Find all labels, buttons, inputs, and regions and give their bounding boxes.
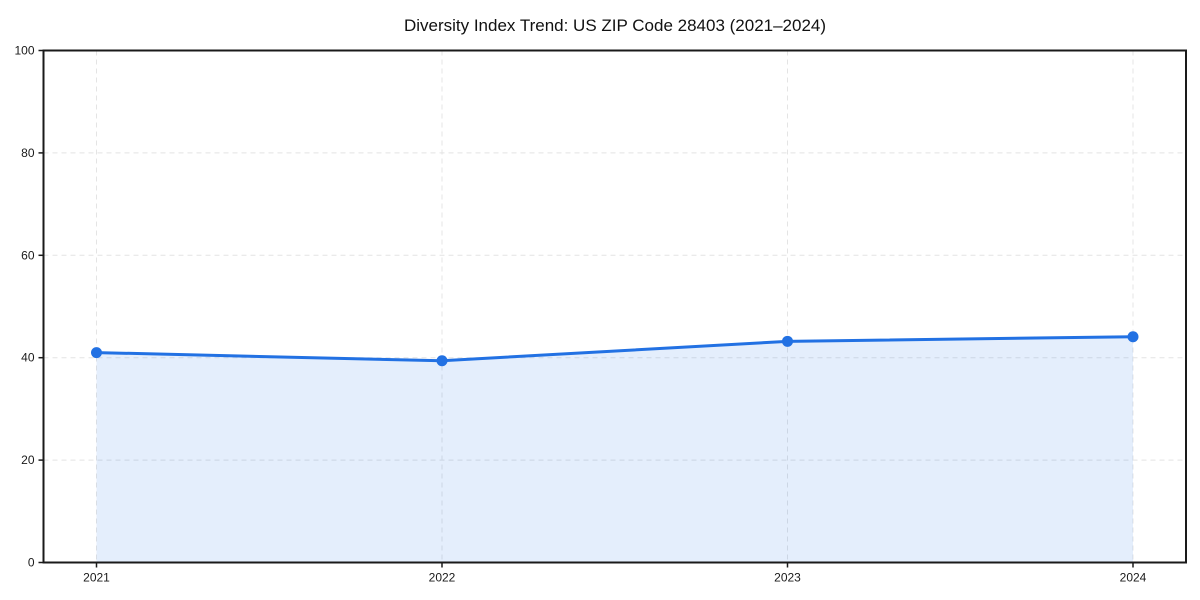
plot-border — [42, 49, 1187, 564]
x-tick-label-2024: 2024 — [1120, 571, 1147, 585]
data-point-2021 — [91, 347, 102, 359]
area-fill — [96, 336, 1133, 563]
x-tick-label-2023: 2023 — [774, 571, 801, 585]
y-tick-label-0: 0 — [28, 556, 35, 570]
data-point-2022 — [436, 355, 448, 367]
trend-line — [95, 335, 1135, 363]
y-tick-label-40: 40 — [21, 351, 35, 365]
y-tick-label-100: 100 — [14, 44, 34, 58]
y-tick-label-80: 80 — [21, 146, 35, 160]
y-tick-label-60: 60 — [21, 248, 35, 262]
data-point-2023 — [782, 335, 793, 347]
x-tick-label-2022: 2022 — [429, 571, 456, 585]
x-tick-label-2021: 2021 — [83, 571, 110, 585]
chart-title: Diversity Index Trend: US ZIP Code 28403… — [404, 16, 826, 35]
data-point-2024 — [1127, 331, 1139, 343]
y-tick-label-20: 20 — [21, 453, 35, 467]
